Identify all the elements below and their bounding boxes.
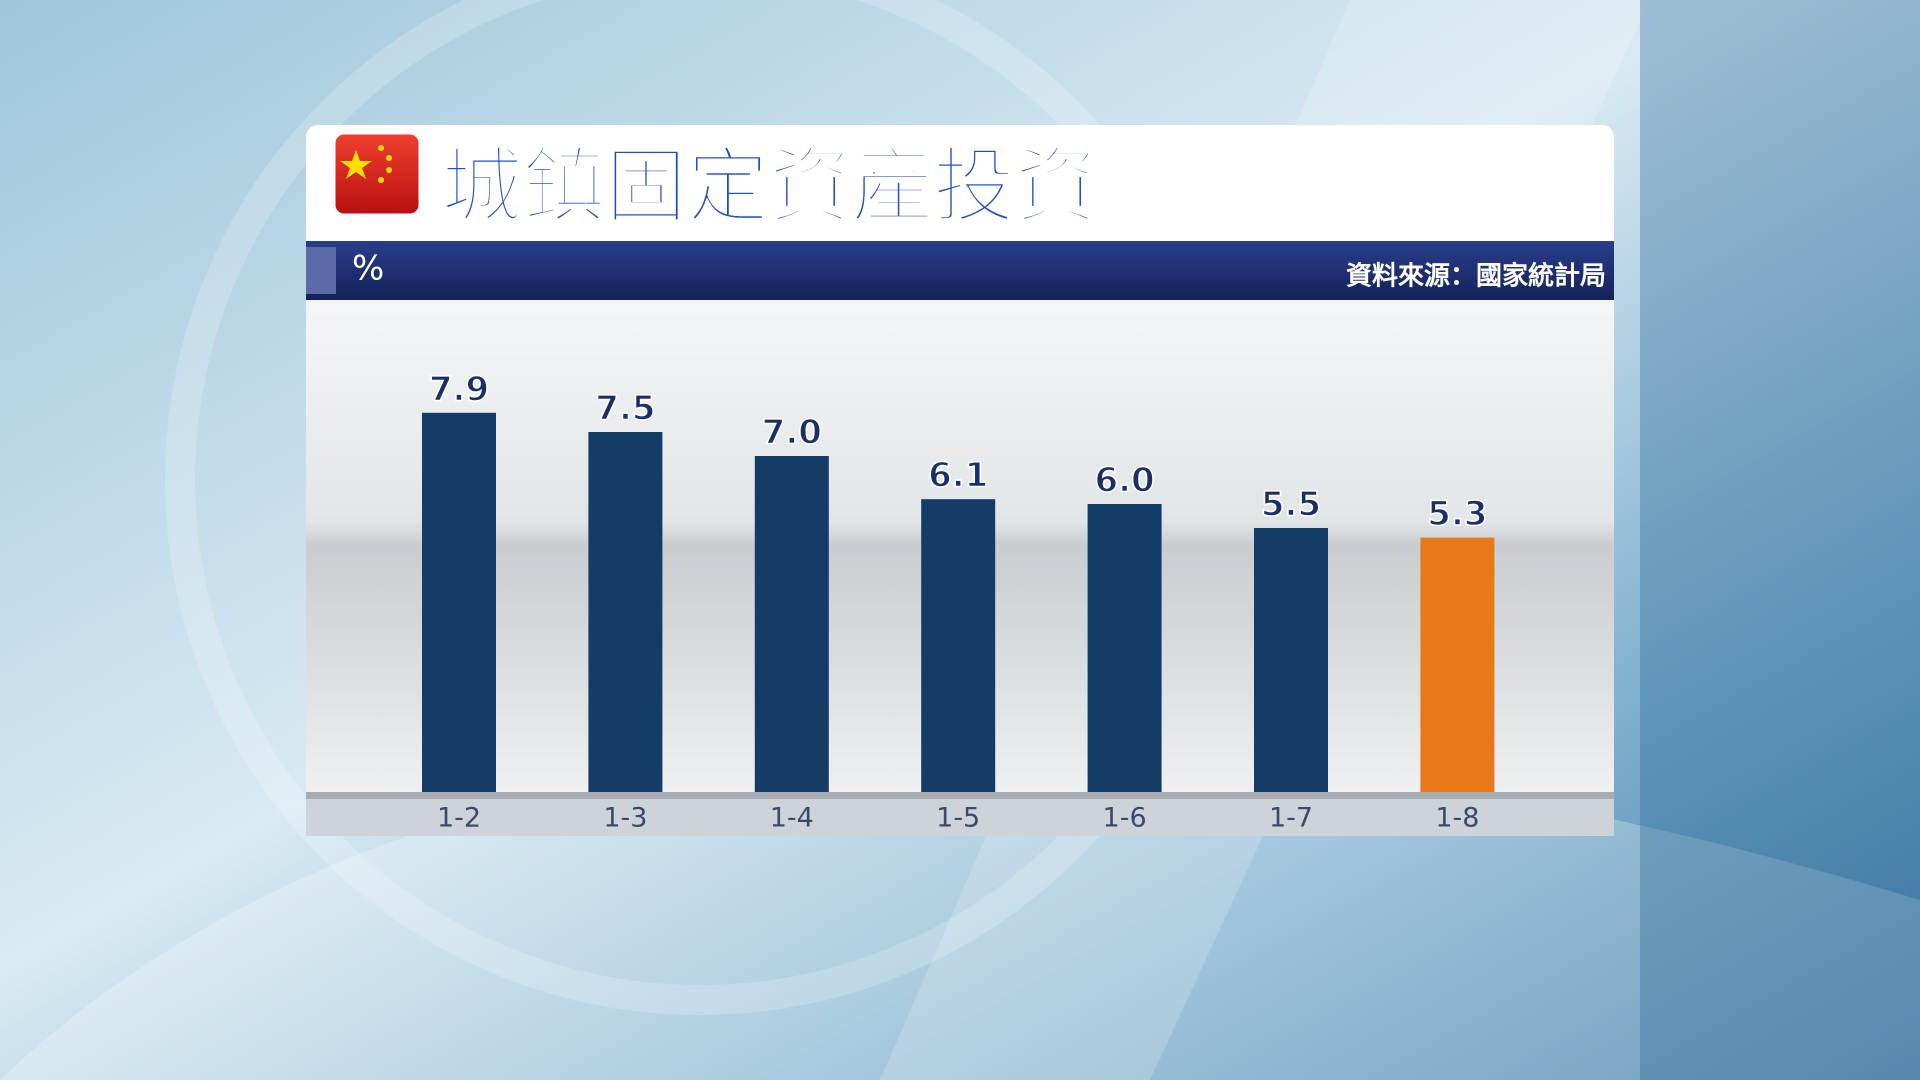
x-tick-label: 1-3 — [603, 803, 647, 834]
flag-icon — [332, 131, 422, 217]
source-label: 資料來源：國家統計局 — [1346, 261, 1606, 292]
value-label: 7.0 — [762, 413, 822, 453]
value-label: 5.3 — [1427, 494, 1487, 534]
band-accent — [306, 247, 336, 294]
bar — [588, 432, 663, 792]
axis-band — [306, 799, 1614, 836]
decor-panel — [1640, 0, 1920, 1080]
x-tick-label: 1-6 — [1103, 803, 1147, 834]
baseline — [306, 792, 1614, 799]
value-label: 5.5 — [1261, 485, 1321, 525]
x-tick-label: 1-4 — [770, 803, 814, 834]
bar — [1087, 504, 1162, 792]
value-label: 7.9 — [429, 369, 489, 409]
x-tick-label: 1-8 — [1435, 803, 1479, 834]
bar — [1420, 537, 1495, 792]
x-tick-label: 1-7 — [1269, 803, 1313, 834]
x-tick-label: 1-2 — [437, 803, 481, 834]
bar — [422, 412, 496, 792]
bar — [1254, 528, 1328, 792]
value-label: 7.5 — [595, 389, 655, 429]
chart-title: 城鎮固定資產投資 — [441, 139, 1097, 234]
value-label: 6.0 — [1094, 461, 1154, 501]
x-tick-label: 1-5 — [936, 803, 980, 834]
bar — [754, 456, 829, 792]
unit-band — [306, 241, 1614, 300]
bar — [921, 499, 996, 792]
unit-label: % — [352, 249, 384, 289]
value-label: 6.1 — [928, 456, 988, 496]
